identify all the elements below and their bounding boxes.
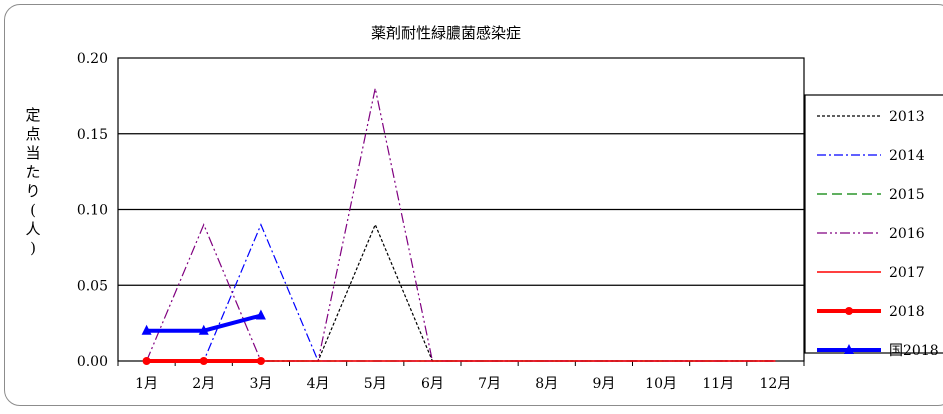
- x-tick-label: 7月: [478, 376, 501, 392]
- y-axis-label-char: 人: [25, 220, 40, 238]
- x-tick-label: 9月: [592, 376, 615, 392]
- legend-item: 2015: [817, 187, 925, 203]
- series-layer: [141, 88, 776, 365]
- x-tick-label: 12月: [760, 376, 792, 392]
- legend-label: 2013: [889, 109, 925, 125]
- grid: [118, 133, 804, 286]
- legend-label: 2014: [889, 148, 925, 164]
- series-国2018: [141, 309, 266, 335]
- legend-item: 2013: [817, 109, 925, 125]
- legend-label: 2018: [889, 304, 925, 320]
- x-tick-label: 1月: [135, 376, 158, 392]
- x-tick-label: 11月: [702, 376, 734, 392]
- y-tick-label: 0.15: [77, 127, 108, 143]
- y-tick-label: 0.20: [77, 51, 108, 67]
- data-point: [199, 357, 208, 365]
- y-tick-label: 0.00: [77, 354, 108, 370]
- y-axis-label-char: 点: [25, 125, 40, 143]
- x-tick-label: 6月: [421, 376, 444, 392]
- y-axis-label-char: た: [25, 163, 40, 181]
- legend-item: 2014: [817, 148, 925, 164]
- legend-item: 2017: [817, 265, 925, 281]
- legend: 2013 2014 2015 2016 2017 2018 国2018: [804, 94, 943, 359]
- y-axis-label-char: 定: [25, 106, 40, 124]
- data-point: [142, 357, 151, 365]
- legend-item: 2016: [817, 226, 925, 242]
- y-axis-label-char: ): [30, 239, 36, 257]
- chart-title: 薬剤耐性緑膿菌感染症: [371, 24, 521, 42]
- x-tick-label: 8月: [535, 376, 558, 392]
- x-tick-label: 3月: [249, 376, 272, 392]
- x-tick-label: 10月: [645, 376, 677, 392]
- legend-item: 2018: [817, 304, 925, 320]
- series-2018: [142, 357, 265, 365]
- x-tick-label: 5月: [364, 376, 387, 392]
- y-axis-label-char: り: [25, 182, 40, 200]
- y-tick-label: 0.10: [77, 203, 108, 219]
- legend-label: 2016: [889, 226, 925, 242]
- y-ticks: 0.00 0.05 0.10 0.15 0.20: [77, 51, 108, 370]
- x-ticks: 1月 2月 3月 4月 5月 6月 7月 8月 9月 10月 11月 12月: [117, 361, 805, 392]
- y-tick-label: 0.05: [77, 278, 108, 294]
- legend-marker: [845, 307, 853, 315]
- data-point: [198, 324, 209, 335]
- y-axis-label-char: (: [30, 201, 36, 219]
- legend-label: 2015: [889, 187, 925, 203]
- data-point: [255, 309, 266, 320]
- x-tick-label: 4月: [307, 376, 330, 392]
- data-point: [256, 357, 265, 365]
- x-tick-label: 2月: [192, 376, 215, 392]
- legend-marker: [844, 344, 854, 354]
- legend-label: 2017: [889, 265, 925, 281]
- legend-item: 国2018: [817, 343, 939, 359]
- data-point: [141, 324, 152, 335]
- y-axis-label-char: 当: [25, 144, 40, 162]
- legend-label: 国2018: [889, 343, 939, 359]
